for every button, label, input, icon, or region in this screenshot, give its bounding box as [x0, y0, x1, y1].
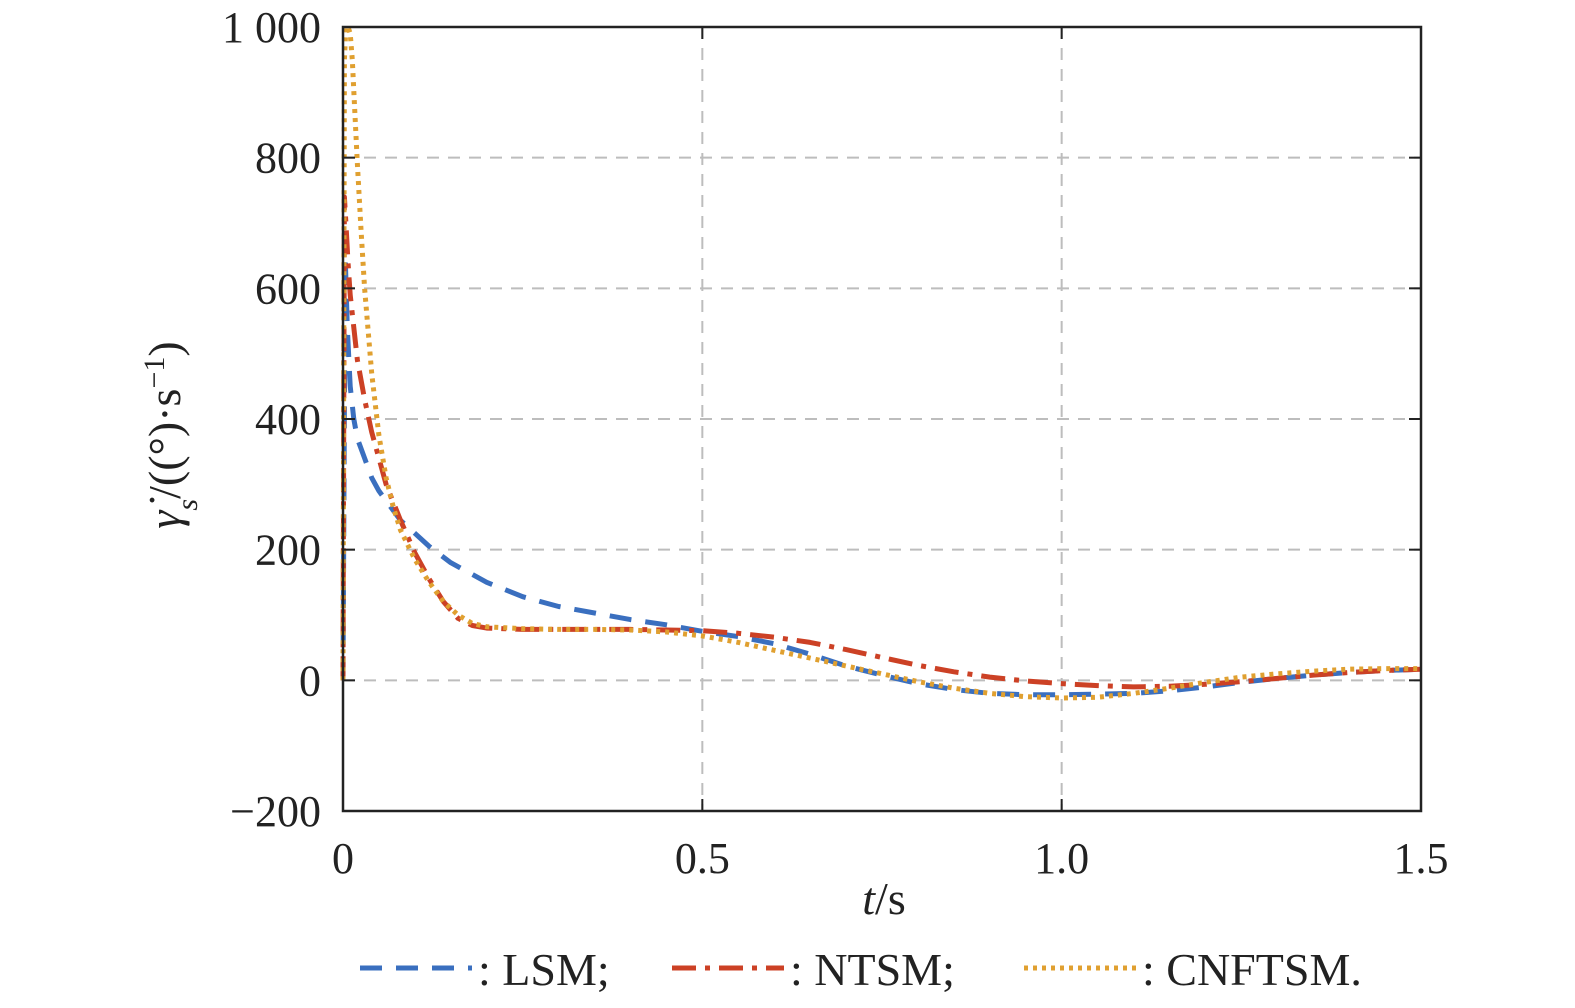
y-tick-label: 200: [255, 526, 321, 575]
x-tick-label: 1.5: [1394, 834, 1449, 883]
x-axis-title: t/s: [862, 873, 905, 924]
x-tick-label: 0: [332, 834, 354, 883]
y-axis-subscript: s: [171, 499, 204, 511]
y-tick-label: 600: [255, 264, 321, 313]
y-axis-title: γ̇s/((°)·s−1): [138, 341, 204, 528]
legend-label-ntsm: : NTSM;: [790, 944, 955, 995]
y-axis-unit-exponent: −1: [138, 357, 171, 389]
legend: : LSM; : NTSM; : CNFTSM.: [360, 944, 1362, 995]
series-line-lsm: [340, 253, 1422, 698]
grid: [343, 27, 1421, 811]
series-line-ntsm: [340, 194, 1422, 690]
x-tick-label: 1.0: [1034, 834, 1089, 883]
y-tick-label: 400: [255, 395, 321, 444]
legend-label-lsm: : LSM;: [478, 944, 610, 995]
y-tick-label: 1 000: [222, 3, 321, 52]
y-axis-unit: /((°)·s: [139, 389, 190, 499]
series-layer: [340, 24, 1422, 701]
x-axis-unit: /s: [875, 873, 906, 924]
y-tick-label: 0: [299, 656, 321, 705]
x-tick-label: 0.5: [675, 834, 730, 883]
ticks: [342, 26, 1422, 812]
y-axis-unit-close: ): [139, 341, 190, 356]
y-tick-label: 800: [255, 134, 321, 183]
x-axis-var: t: [862, 873, 876, 924]
legend-label-cnftsm: : CNFTSM.: [1142, 944, 1362, 995]
plot-frame: [341, 25, 1423, 813]
series-line-cnftsm: [340, 24, 1421, 701]
y-tick-label: −200: [230, 787, 321, 836]
